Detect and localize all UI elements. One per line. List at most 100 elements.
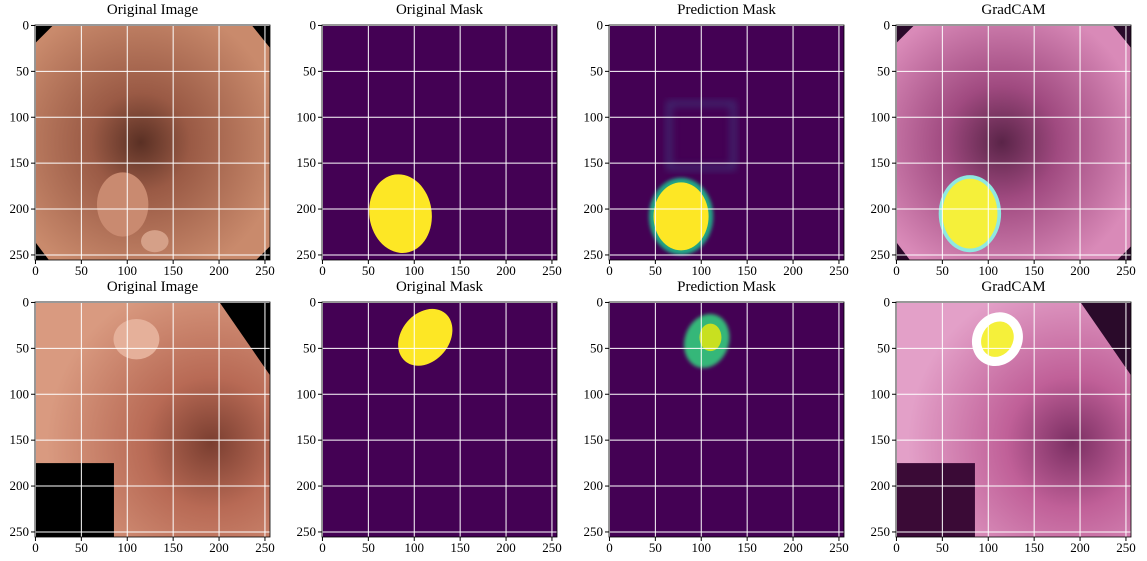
- y-tick-label: 200: [297, 478, 317, 493]
- x-tick-label: 150: [737, 540, 757, 555]
- y-tick-label: 200: [10, 478, 30, 493]
- x-tick-label: 250: [829, 540, 849, 555]
- y-tick-label: 250: [10, 524, 30, 539]
- panel-title: Original Image: [107, 2, 199, 18]
- x-tick-label: 100: [692, 263, 712, 278]
- y-tick-label: 150: [871, 155, 891, 170]
- x-tick-label: 250: [542, 540, 562, 555]
- y-tick-label: 200: [584, 201, 604, 216]
- image: [322, 25, 557, 260]
- y-tick-label: 0: [597, 17, 604, 32]
- axes-frame: [608, 24, 845, 261]
- y-tick-label: 250: [297, 247, 317, 262]
- x-tick-label: 150: [163, 263, 183, 278]
- panel-title: Original Mask: [396, 279, 484, 295]
- y-tick-label: 150: [297, 155, 317, 170]
- y-tick-label: 200: [297, 201, 317, 216]
- image: [609, 302, 844, 537]
- y-tick-label: 0: [884, 294, 891, 309]
- x-tick-label: 150: [163, 540, 183, 555]
- x-tick-label: 250: [1116, 540, 1136, 555]
- panel-title: Original Image: [107, 279, 199, 295]
- x-tick-label: 100: [405, 540, 425, 555]
- panel-title: Prediction Mask: [677, 279, 776, 295]
- x-tick-label: 50: [936, 540, 949, 555]
- axes-frame: [321, 24, 558, 261]
- panel-title: Original Mask: [396, 2, 484, 18]
- y-tick-label: 250: [297, 524, 317, 539]
- y-tick-label: 100: [584, 109, 604, 124]
- x-tick-label: 200: [1070, 540, 1090, 555]
- x-tick-label: 50: [362, 263, 375, 278]
- x-tick-label: 0: [893, 540, 900, 555]
- image: [896, 25, 1131, 260]
- y-tick-label: 50: [16, 63, 29, 78]
- x-tick-label: 100: [979, 540, 999, 555]
- y-tick-label: 250: [584, 524, 604, 539]
- y-tick-label: 250: [871, 247, 891, 262]
- axes-frame: [608, 301, 845, 538]
- axes-frame: [34, 301, 271, 538]
- y-tick-label: 250: [584, 247, 604, 262]
- x-tick-label: 0: [319, 540, 326, 555]
- y-tick-label: 100: [871, 109, 891, 124]
- y-tick-label: 50: [590, 63, 603, 78]
- y-tick-label: 100: [297, 386, 317, 401]
- y-tick-label: 200: [871, 201, 891, 216]
- y-tick-label: 200: [584, 478, 604, 493]
- y-tick-label: 50: [877, 340, 890, 355]
- x-tick-label: 200: [209, 263, 229, 278]
- x-tick-label: 0: [893, 263, 900, 278]
- image: [609, 25, 844, 260]
- x-tick-label: 0: [606, 263, 613, 278]
- y-tick-label: 0: [23, 294, 30, 309]
- x-tick-label: 100: [118, 263, 138, 278]
- y-tick-label: 0: [310, 294, 317, 309]
- image: [322, 302, 557, 537]
- axes-frame: [895, 301, 1132, 538]
- y-tick-label: 250: [10, 247, 30, 262]
- x-tick-label: 100: [979, 263, 999, 278]
- x-tick-label: 150: [450, 540, 470, 555]
- x-tick-label: 250: [1116, 263, 1136, 278]
- axes-frame: [321, 301, 558, 538]
- y-tick-label: 100: [584, 386, 604, 401]
- x-tick-label: 200: [209, 540, 229, 555]
- y-tick-label: 50: [590, 340, 603, 355]
- y-tick-label: 100: [297, 109, 317, 124]
- y-tick-label: 0: [310, 17, 317, 32]
- x-tick-label: 0: [606, 540, 613, 555]
- x-tick-label: 100: [405, 263, 425, 278]
- x-tick-label: 150: [450, 263, 470, 278]
- y-tick-label: 50: [303, 63, 316, 78]
- y-tick-label: 250: [871, 524, 891, 539]
- x-tick-label: 250: [255, 540, 275, 555]
- panel-title: GradCAM: [981, 279, 1045, 295]
- x-tick-label: 200: [1070, 263, 1090, 278]
- x-tick-label: 150: [1024, 263, 1044, 278]
- y-tick-label: 150: [10, 432, 30, 447]
- x-tick-label: 250: [542, 263, 562, 278]
- x-tick-label: 100: [118, 540, 138, 555]
- x-tick-label: 250: [255, 263, 275, 278]
- y-tick-label: 0: [597, 294, 604, 309]
- x-tick-label: 200: [783, 540, 803, 555]
- y-tick-label: 150: [10, 155, 30, 170]
- x-tick-label: 0: [32, 263, 39, 278]
- y-tick-label: 100: [10, 386, 30, 401]
- panel-title: GradCAM: [981, 2, 1045, 18]
- y-tick-label: 200: [10, 201, 30, 216]
- x-tick-label: 200: [783, 263, 803, 278]
- x-tick-label: 0: [32, 540, 39, 555]
- y-tick-label: 200: [871, 478, 891, 493]
- image: [896, 302, 1131, 537]
- x-tick-label: 50: [362, 540, 375, 555]
- x-tick-label: 200: [496, 540, 516, 555]
- y-tick-label: 50: [16, 340, 29, 355]
- x-tick-label: 150: [737, 263, 757, 278]
- y-tick-label: 150: [297, 432, 317, 447]
- y-tick-label: 150: [584, 155, 604, 170]
- y-tick-label: 0: [23, 17, 30, 32]
